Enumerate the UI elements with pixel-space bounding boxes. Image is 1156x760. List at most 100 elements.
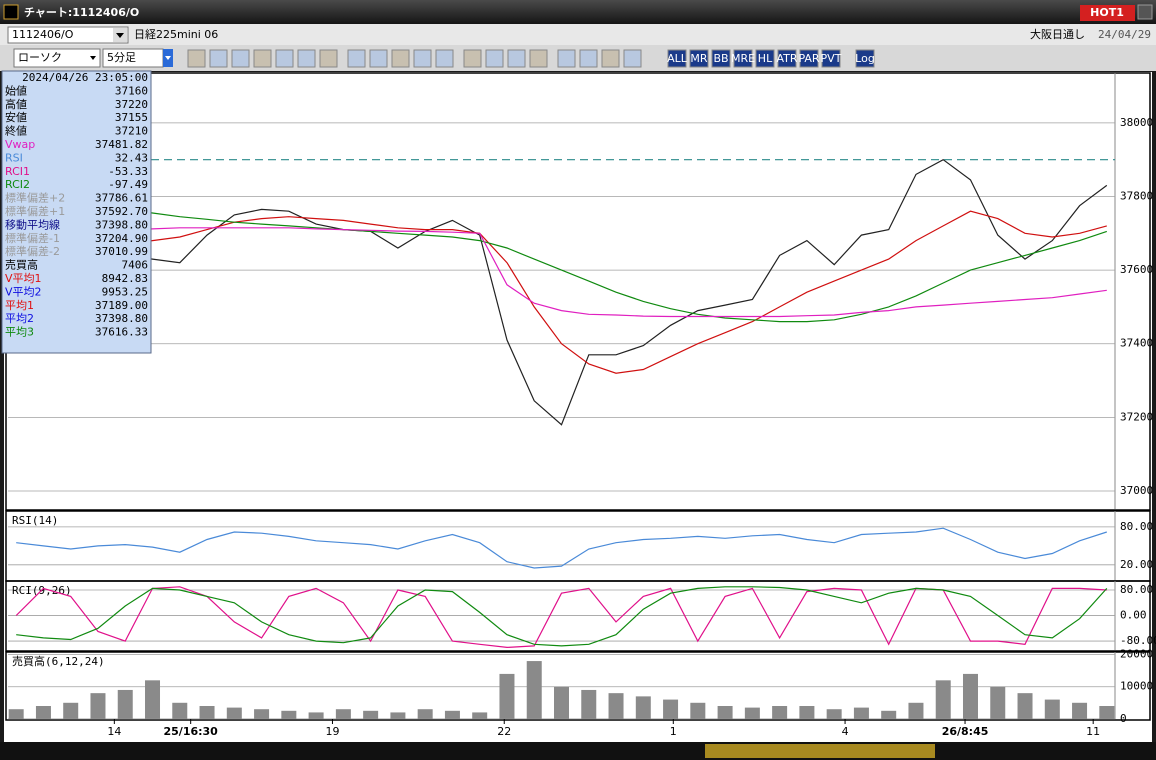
info-label: RCI2	[5, 178, 30, 191]
info-value: 37592.70	[95, 205, 148, 218]
tool-button[interactable]	[209, 49, 228, 68]
info-value: 37189.00	[95, 299, 148, 312]
volume-bar	[444, 710, 460, 719]
x-tick-label: 1	[670, 725, 677, 738]
symbol-box[interactable]	[7, 26, 129, 44]
chart-area	[4, 72, 1152, 742]
tool-button[interactable]	[529, 49, 548, 68]
info-value: 37786.61	[95, 192, 148, 205]
volume-bar	[63, 702, 79, 719]
dropdown-arrow	[165, 56, 171, 60]
tool-button[interactable]	[369, 49, 388, 68]
volume-bar	[744, 707, 760, 719]
volume-bar	[390, 712, 406, 719]
y-tick-label: 37800	[1120, 189, 1153, 202]
volume-bar	[962, 673, 978, 719]
info-label: 移動平均線	[5, 217, 60, 231]
tool-button[interactable]	[507, 49, 526, 68]
tool-button[interactable]	[623, 49, 642, 68]
window-button[interactable]	[1137, 4, 1153, 20]
info-label: 平均2	[5, 311, 34, 325]
volume-bar	[335, 709, 351, 719]
info-label: RSI	[5, 151, 23, 164]
y-tick-label: 10000	[1120, 680, 1153, 693]
volume-bar	[199, 706, 215, 719]
tool-button[interactable]	[275, 49, 294, 68]
info-value: 37204.90	[95, 232, 148, 245]
indicator-button[interactable]	[821, 49, 841, 68]
volume-bar	[1017, 693, 1033, 719]
y-tick-label: 20000	[1120, 648, 1153, 661]
indicator-label: HL	[758, 52, 773, 65]
indicator-button[interactable]	[777, 49, 797, 68]
tool-button[interactable]	[319, 49, 338, 68]
tool-button[interactable]	[297, 49, 316, 68]
volume-bar	[853, 707, 869, 719]
info-value: 37616.33	[95, 326, 148, 339]
series-line	[16, 210, 1107, 374]
tool-button[interactable]	[413, 49, 432, 68]
tool-button[interactable]	[463, 49, 482, 68]
y-tick-label: 37600	[1120, 263, 1153, 276]
tool-button[interactable]	[391, 49, 410, 68]
tool-button[interactable]	[601, 49, 620, 68]
x-tick-label: 11	[1086, 725, 1100, 738]
tool-button[interactable]	[253, 49, 272, 68]
indicator-button[interactable]	[855, 49, 875, 68]
toolbar	[0, 45, 1156, 71]
indicator-button[interactable]	[755, 49, 775, 68]
info-label: V平均2	[5, 284, 42, 298]
instrument-name: 日経225mini 06	[134, 28, 218, 41]
indicator-button[interactable]	[733, 49, 753, 68]
indicator-label: PVT	[821, 52, 842, 65]
volume-bar	[581, 689, 597, 719]
info-value: 37160	[115, 84, 148, 97]
y-tick-label: 37200	[1120, 410, 1153, 423]
dropdown-arrow	[90, 56, 96, 60]
volume-bar	[226, 707, 242, 719]
series-line	[16, 527, 1107, 569]
info-value: 37481.82	[95, 138, 148, 151]
series-line	[16, 158, 1108, 426]
info-label: 標準偏差-2	[5, 244, 60, 258]
tool-button[interactable]	[579, 49, 598, 68]
info-value: 32.43	[115, 151, 148, 164]
indicator-button[interactable]	[667, 49, 687, 68]
scrollbar	[0, 742, 1156, 760]
info-value: 8942.83	[102, 272, 148, 285]
tool-button[interactable]	[557, 49, 576, 68]
series-line	[16, 188, 1107, 323]
indicator-button[interactable]	[689, 49, 709, 68]
y-tick-label: 80.00	[1120, 583, 1153, 596]
volume-bar	[690, 702, 706, 719]
chart-style-select[interactable]	[13, 48, 101, 68]
info-value: 7406	[122, 259, 149, 272]
indicator-button[interactable]	[799, 49, 819, 68]
hot-badge[interactable]	[1080, 5, 1135, 21]
tool-button[interactable]	[187, 49, 206, 68]
panel-frame	[5, 580, 1151, 652]
volume-bar	[554, 686, 569, 719]
volume-bar	[8, 709, 24, 719]
x-tick-label: 22	[497, 725, 511, 738]
symbol-bar	[0, 24, 1156, 45]
indicator-label: BB	[713, 52, 728, 65]
scroll-thumb[interactable]	[705, 744, 935, 758]
tool-button[interactable]	[231, 49, 250, 68]
tool-button[interactable]	[435, 49, 454, 68]
volume-bar	[635, 696, 651, 719]
y-tick-label: 20.00	[1120, 558, 1153, 571]
volume-bar	[117, 689, 133, 719]
info-value: 37220	[115, 98, 148, 111]
indicator-button[interactable]	[711, 49, 731, 68]
interval: 5分足	[107, 51, 136, 64]
info-value: 37398.80	[95, 218, 148, 231]
exchange: 大阪日通し	[1030, 27, 1085, 41]
volume-bar	[935, 680, 951, 719]
volume-bar	[363, 710, 379, 719]
tool-button[interactable]	[485, 49, 504, 68]
tool-button[interactable]	[347, 49, 366, 68]
y-tick-label: 80.00	[1120, 520, 1153, 533]
info-value: 37010.99	[95, 245, 148, 258]
